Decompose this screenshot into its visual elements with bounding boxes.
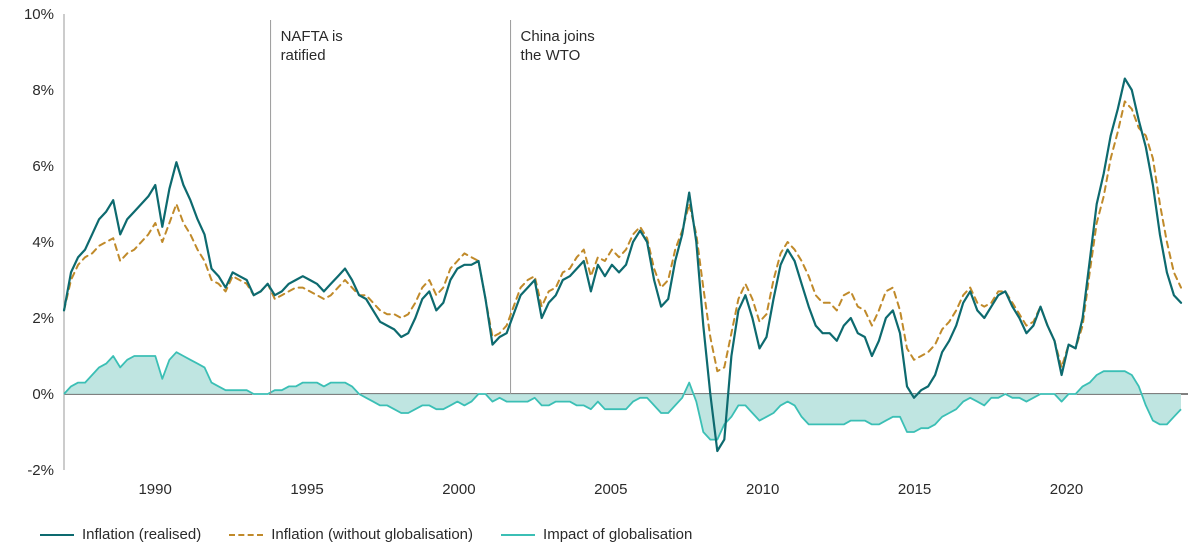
annotation-china-wto: China joins the WTO — [521, 28, 595, 66]
legend-label: Inflation (without globalisation) — [271, 526, 473, 543]
svg-text:1995: 1995 — [290, 481, 323, 498]
annotation-nafta: NAFTA is ratified — [281, 28, 343, 66]
svg-text:2015: 2015 — [898, 481, 931, 498]
chart-canvas: -2% 0% 2% 4% 6% 8% 10% 1990 1995 2000 2005 2010 2015… — [0, 0, 1200, 549]
svg-text:2020: 2020 — [1050, 481, 1083, 498]
legend-label: Impact of globalisation — [543, 526, 692, 543]
legend-swatch-impact — [501, 534, 535, 536]
svg-text:8%: 8% — [32, 82, 54, 99]
legend-item-impact: Impact of globalisation — [501, 526, 692, 543]
legend: Inflation (realised) Inflation (without … — [40, 526, 692, 543]
legend-swatch-without-globalisation — [229, 534, 263, 536]
svg-text:10%: 10% — [24, 6, 54, 23]
legend-item-without-globalisation: Inflation (without globalisation) — [229, 526, 473, 543]
svg-text:-2%: -2% — [27, 462, 54, 479]
legend-swatch-realised — [40, 534, 74, 536]
svg-text:0%: 0% — [32, 386, 54, 403]
legend-label: Inflation (realised) — [82, 526, 201, 543]
inflation-chart: -2% 0% 2% 4% 6% 8% 10% 1990 1995 2000 2005 2010 2015… — [0, 0, 1200, 549]
svg-text:2010: 2010 — [746, 481, 779, 498]
svg-text:6%: 6% — [32, 158, 54, 175]
svg-text:4%: 4% — [32, 234, 54, 251]
legend-item-realised: Inflation (realised) — [40, 526, 201, 543]
svg-text:2000: 2000 — [442, 481, 475, 498]
svg-text:1990: 1990 — [138, 481, 171, 498]
svg-text:2005: 2005 — [594, 481, 627, 498]
svg-text:2%: 2% — [32, 310, 54, 327]
